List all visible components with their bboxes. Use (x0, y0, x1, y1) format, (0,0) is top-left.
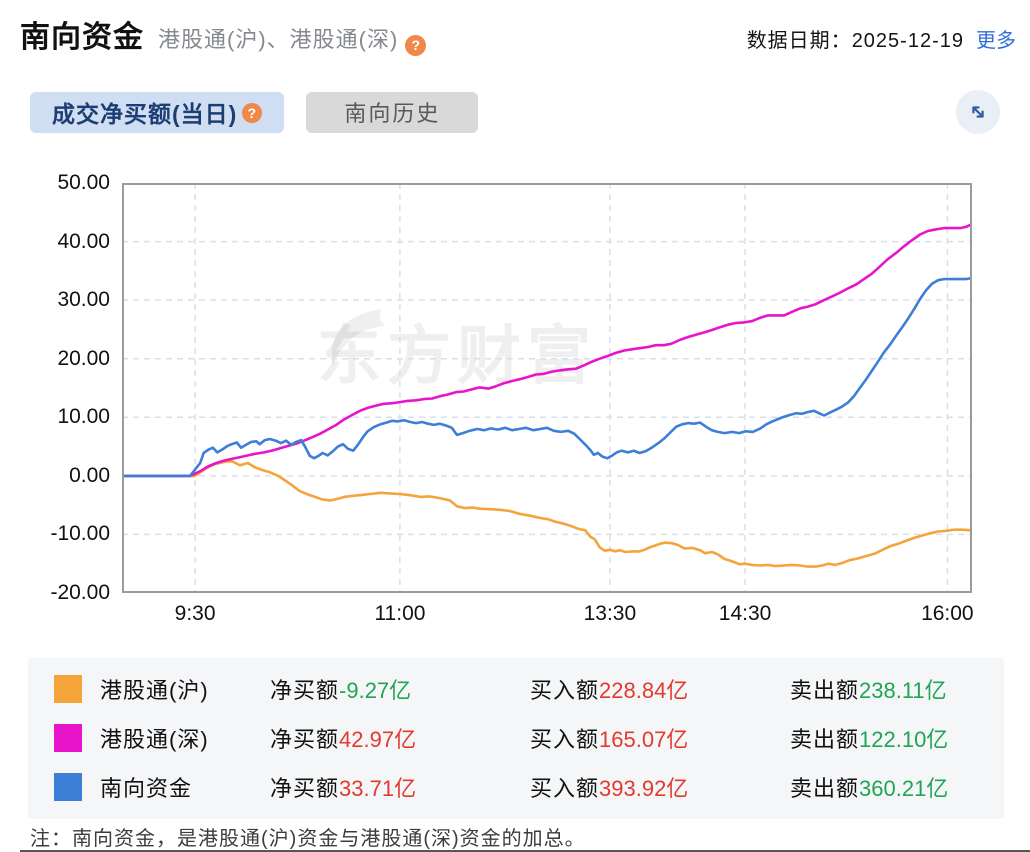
tab-net-buy-today-label: 成交净买额(当日) (52, 101, 238, 127)
y-tick-label: 10.00 (57, 405, 110, 429)
header: 南向资金 港股通(沪)、港股通(深) ? 数据日期： 2025-12-19 更多 (20, 12, 1016, 56)
page-title: 南向资金 (20, 21, 144, 54)
net-buy-value: -9.27亿 (339, 677, 412, 703)
legend-panel: 港股通(沪) 净买额-9.27亿 买入额228.84亿 卖出额238.11亿 港… (28, 658, 1004, 819)
buy-cell: 买入额393.92亿 (530, 775, 689, 801)
buy-value: 393.92亿 (599, 775, 689, 801)
x-tick-label: 16:00 (921, 602, 974, 625)
y-tick-label: 0.00 (69, 463, 110, 487)
sell-value: 238.11亿 (859, 677, 947, 703)
net-buy-cell: 净买额-9.27亿 (270, 677, 412, 703)
net-buy-cell: 净买额42.97亿 (270, 726, 417, 752)
y-tick-label: -10.00 (50, 522, 110, 546)
y-tick-label: -20.00 (50, 581, 110, 604)
buy-cell: 买入额228.84亿 (530, 677, 689, 703)
x-axis-labels: 9:30 11:00 13:30 14:30 16:00 (122, 602, 974, 636)
expand-button[interactable] (956, 90, 1000, 134)
series-name: 港股通(沪) (100, 677, 209, 703)
y-axis-labels: 50.00 40.00 30.00 20.00 10.00 0.00 -10.00 -20.0… (0, 171, 110, 604)
series-swatch-southbound (54, 772, 82, 801)
tab-southbound-history[interactable]: 南向历史 (306, 91, 479, 133)
data-date-value: 2025-12-19 (851, 30, 964, 52)
sell-cell: 卖出额360.21亿 (790, 775, 949, 801)
series-name: 港股通(深) (100, 726, 209, 752)
series-swatch-sz (54, 723, 82, 752)
net-buy-cell: 净买额33.71亿 (270, 775, 417, 801)
series-name: 南向资金 (100, 775, 193, 801)
bottom-divider (20, 850, 1030, 852)
tabs-bar: 成交净买额(当日) ? 南向历史 (30, 90, 1000, 134)
help-icon[interactable]: ? (405, 34, 427, 56)
expand-diagonal-icon (972, 106, 984, 118)
page-subtitle: 港股通(沪)、港股通(深) (158, 27, 399, 52)
more-link[interactable]: 更多 (976, 30, 1016, 52)
tab-net-buy-today[interactable]: 成交净买额(当日) ? (30, 91, 285, 133)
header-right: 数据日期： 2025-12-19 更多 (747, 24, 1016, 53)
x-tick-label: 9:30 (174, 602, 216, 625)
y-tick-label: 20.00 (57, 346, 110, 370)
series-line-0 (122, 459, 972, 568)
chart-plot-area[interactable]: 东方财富 (122, 183, 972, 593)
tab-southbound-history-label: 南向历史 (344, 101, 441, 126)
data-date-label: 数据日期： (746, 30, 852, 52)
help-icon[interactable]: ? (242, 103, 263, 123)
y-tick-label: 30.00 (57, 288, 110, 312)
x-tick-label: 13:30 (583, 602, 637, 625)
legend-row-southbound: 南向资金 净买额33.71亿 买入额393.92亿 卖出额360.21亿 (28, 762, 1004, 811)
chart-canvas[interactable] (122, 183, 972, 593)
buy-value: 228.84亿 (599, 677, 689, 703)
series-swatch-sh (54, 674, 82, 703)
buy-cell: 买入额165.07亿 (530, 726, 689, 752)
sell-cell: 卖出额122.10亿 (790, 726, 949, 752)
buy-value: 165.07亿 (599, 726, 689, 752)
series-line-2 (122, 276, 972, 478)
legend-row-sh: 港股通(沪) 净买额-9.27亿 买入额228.84亿 卖出额238.11亿 (28, 664, 1004, 713)
x-tick-label: 11:00 (374, 602, 426, 625)
footnote: 注：南向资金，是港股通(沪)资金与港股通(深)资金的加总。 (30, 828, 586, 850)
legend-row-sz: 港股通(深) 净买额42.97亿 买入额165.07亿 卖出额122.10亿 (28, 713, 1004, 762)
plot-border (122, 183, 972, 593)
y-tick-label: 40.00 (57, 229, 110, 253)
sell-value: 122.10亿 (859, 726, 949, 752)
series-line-1 (122, 222, 972, 478)
y-tick-label: 50.00 (57, 171, 110, 194)
sell-value: 360.21亿 (859, 775, 949, 801)
net-buy-value: 33.71亿 (339, 775, 417, 801)
net-buy-value: 42.97亿 (339, 726, 417, 752)
sell-cell: 卖出额238.11亿 (790, 677, 947, 703)
x-tick-label: 14:30 (718, 602, 772, 625)
